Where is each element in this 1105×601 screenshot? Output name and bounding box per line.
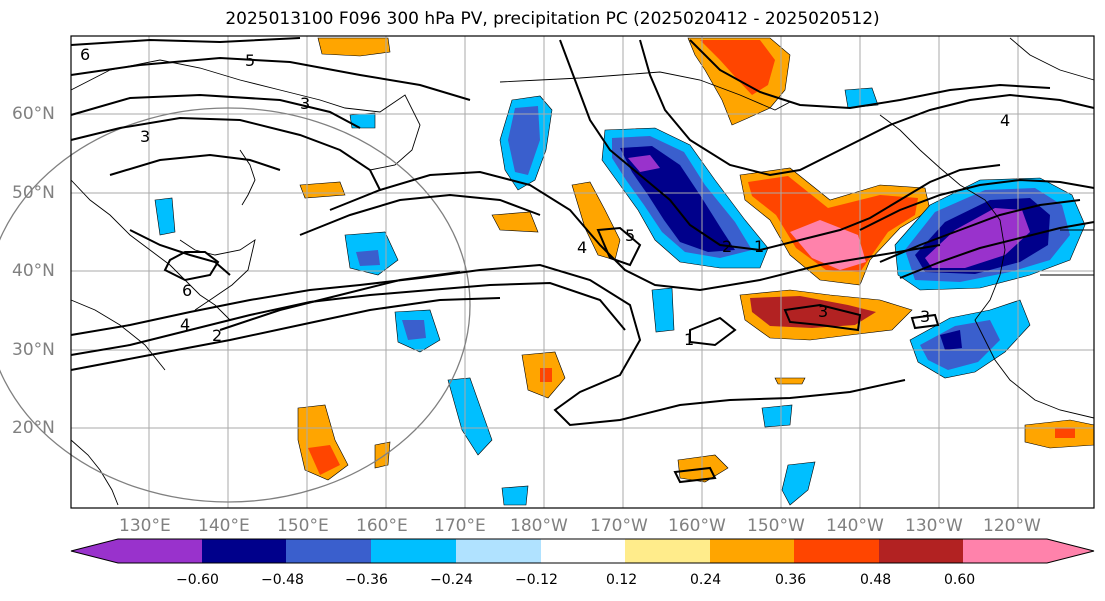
contour-label: 4 (180, 315, 190, 334)
colorbar-tick-label: 0.24 (690, 572, 722, 588)
coastlines (70, 37, 1095, 506)
lon-label: 120°W (983, 516, 1041, 536)
lon-label: 130°E (119, 516, 171, 536)
lon-label: 170°W (590, 516, 648, 536)
map-title: 2025013100 F096 300 hPa PV, precipitatio… (225, 9, 880, 29)
contour-label: 3 (140, 127, 150, 146)
lat-label: 40°N (12, 261, 55, 281)
contour-label: 1 (754, 237, 764, 256)
colorbar-tick-label: 0.12 (606, 572, 638, 588)
lon-label: 180°W (510, 516, 568, 536)
colorbar-tick-label: −0.48 (261, 572, 304, 588)
colorbar-tick-label: 0.60 (944, 572, 976, 588)
contour-label: 6 (182, 281, 192, 300)
lat-label: 50°N (12, 183, 55, 203)
lat-label: 60°N (12, 104, 55, 124)
contour-label: 6 (80, 45, 90, 64)
map-border (70, 35, 1095, 509)
lon-label: 170°E (434, 516, 486, 536)
lon-label: 150°E (277, 516, 329, 536)
colorbar-tick-label: −0.12 (515, 572, 558, 588)
lat-label: 20°N (12, 418, 55, 438)
contour-label: 1 (684, 330, 694, 349)
lon-label: 140°W (826, 516, 884, 536)
colorbar-tick-label: −0.60 (176, 572, 219, 588)
contour-label: 3 (300, 94, 310, 113)
contour-label: 4 (1000, 111, 1010, 130)
contour-label: 5 (625, 226, 635, 245)
contour-label: 3 (818, 302, 828, 321)
contour-labels: 6 5 3 3 5 4 2 1 6 4 2 3 3 1 4 (80, 45, 1010, 349)
lon-label: 150°W (747, 516, 805, 536)
lon-label: 130°W (905, 516, 963, 536)
lon-label: 140°E (198, 516, 250, 536)
pv-contours (70, 37, 1095, 484)
colorbar-tick-label: −0.36 (345, 572, 388, 588)
lon-label: 160°W (668, 516, 726, 536)
reference-circle (0, 107, 471, 503)
contour-label: 4 (577, 238, 587, 257)
contour-label: 2 (212, 326, 222, 345)
colorbar-tick-label: 0.48 (860, 572, 892, 588)
colorbar-tick-label: −0.24 (430, 572, 473, 588)
lon-label: 160°E (356, 516, 408, 536)
contour-label: 2 (722, 237, 732, 256)
lat-label: 30°N (12, 340, 55, 360)
colorbar-tick-label: 0.36 (775, 572, 807, 588)
colorbar (70, 538, 1095, 564)
contour-label: 3 (920, 307, 930, 326)
contour-label: 5 (245, 51, 255, 70)
